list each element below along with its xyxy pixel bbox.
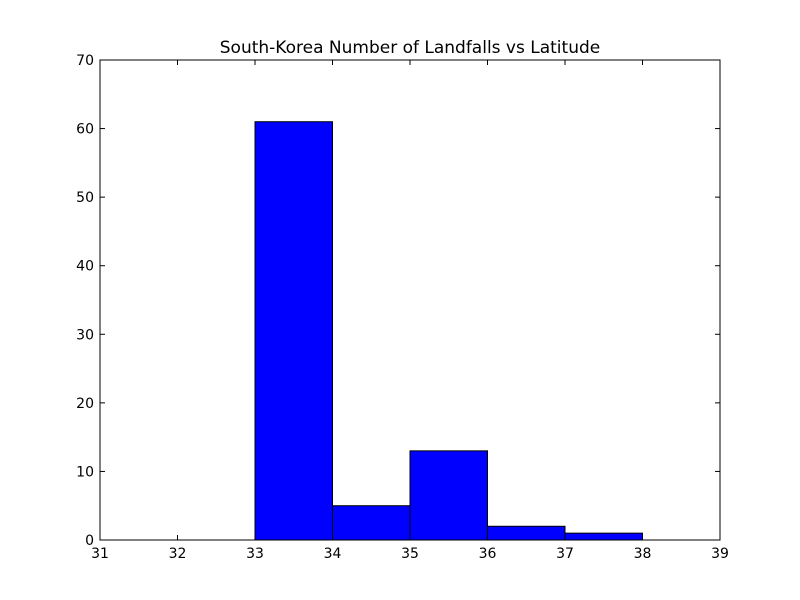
x-tick-label: 38	[634, 546, 652, 562]
bars-layer	[254, 121, 643, 541]
chart-title: South-Korea Number of Landfalls vs Latit…	[220, 38, 600, 58]
x-tick-label: 37	[556, 546, 574, 562]
histogram-bar-6	[564, 532, 643, 541]
histogram-bar-5	[487, 525, 566, 541]
y-tick-label: 0	[85, 533, 94, 549]
y-tick-label: 20	[76, 396, 94, 412]
x-tick-label: 39	[711, 546, 729, 562]
x-tick-label: 36	[479, 546, 497, 562]
y-tick-label: 60	[76, 122, 94, 138]
y-tick-label: 70	[76, 53, 94, 69]
x-tick-label: 34	[324, 546, 342, 562]
plot-frame	[99, 59, 721, 541]
ticks-layer: 31 32 33 34 35 36 37 38 39 0 10 20 30 40 50 60 70	[76, 53, 729, 562]
histogram-bar-3	[332, 505, 411, 541]
y-tick-label: 30	[76, 327, 94, 343]
x-tick-label: 35	[401, 546, 419, 562]
x-tick-label: 31	[91, 546, 109, 562]
y-tick-label: 10	[76, 464, 94, 480]
y-tick-label: 40	[76, 259, 94, 275]
x-tick-label: 33	[246, 546, 264, 562]
y-tick-label: 50	[76, 190, 94, 206]
histogram-bar-2	[254, 121, 333, 541]
x-tick-label: 32	[169, 546, 187, 562]
histogram-bar-4	[409, 450, 488, 541]
